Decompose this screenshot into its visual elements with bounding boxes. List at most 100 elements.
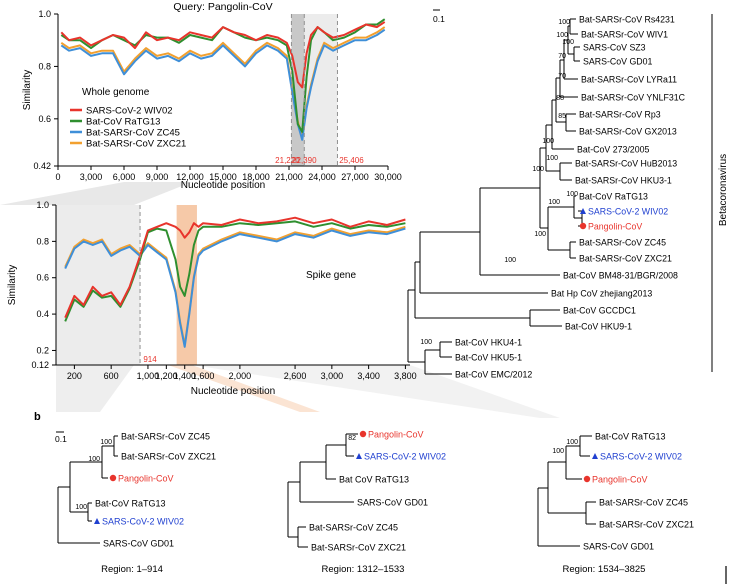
bootstrap-value: 100 bbox=[88, 456, 100, 463]
x-tick-label: 1,200 bbox=[155, 371, 178, 381]
bootstrap-value: 100 bbox=[546, 155, 558, 162]
pangolin-marker-dot bbox=[579, 222, 587, 230]
x-tick-label: 9,000 bbox=[146, 172, 169, 182]
y-tick-label: 0.2 bbox=[36, 345, 49, 355]
zoom-wedge-region2 bbox=[168, 365, 320, 412]
pangolin-marker-dot bbox=[109, 474, 117, 482]
tree-leaf-label: Bat-SARSr-CoV WIV1 bbox=[581, 29, 668, 39]
sars2-marker-triangle bbox=[580, 208, 586, 214]
tree-leaf-label: Bat-CoV HKU4-1 bbox=[455, 337, 522, 347]
region-1-title: Region: 1–914 bbox=[101, 564, 163, 575]
tree-leaf-label: Bat-CoV RaTG13 bbox=[579, 191, 648, 201]
x-tick-label: 30,000 bbox=[374, 172, 402, 182]
annotation-label: 22,390 bbox=[292, 156, 317, 165]
tree-leaf-label: Bat-SARSr-CoV ZXC21 bbox=[579, 253, 672, 263]
series-line-zxc21 bbox=[60, 26, 386, 139]
whole-genome-shading bbox=[291, 14, 338, 166]
bootstrap-value: 100 bbox=[100, 439, 112, 446]
tree-leaf-label: SARS-CoV SZ3 bbox=[583, 42, 646, 52]
tree-leaf-label: Bat-CoV EMC/2012 bbox=[455, 369, 532, 379]
x-tick-label: 3,400 bbox=[357, 371, 380, 381]
x-tick-label: 2,600 bbox=[284, 371, 307, 381]
tree-leaf-label: SARS-CoV GD01 bbox=[103, 538, 174, 548]
x-tick-label: 600 bbox=[104, 371, 119, 381]
tree-leaf-label: Bat-SARSr-CoV ZC45 bbox=[599, 497, 688, 507]
tree-leaf-label: Bat-SARSr-CoV ZXC21 bbox=[121, 451, 216, 461]
y-tick-label: 1.0 bbox=[36, 200, 49, 210]
y-tick-label: 0.6 bbox=[36, 273, 49, 283]
spike-xlabel: Nucleotide position bbox=[191, 386, 276, 397]
tree-leaf-label: Pangolin-CoV bbox=[368, 429, 424, 439]
bootstrap-value: 100 bbox=[562, 39, 574, 46]
whole-genome-x-ticks: 0 3,000 6,000 9,000 12,000 15,000 18,000 21,000… bbox=[55, 166, 402, 182]
tree-region-1-914: Bat-SARSr-CoV ZC45 Bat-SARSr-CoV ZXC21 Pan… bbox=[57, 431, 216, 548]
panel-b-scale-label: 0.1 bbox=[55, 434, 67, 444]
tree-leaf-label: Bat-SARSr-CoV HuB2013 bbox=[575, 158, 677, 168]
tree-leaf-label: Bat-CoV RaTG13 bbox=[595, 431, 666, 441]
zoom-wedge-top bbox=[0, 182, 192, 205]
y-tick-label: 1.0 bbox=[38, 9, 51, 19]
x-tick-label: 24,000 bbox=[308, 172, 336, 182]
bootstrap-value: 100 bbox=[534, 231, 546, 238]
shaded-region-0 bbox=[56, 205, 141, 365]
tree-leaf-label: Bat-CoV BM48-31/BGR/2008 bbox=[563, 270, 678, 280]
spike-ylabel: Similarity bbox=[7, 265, 18, 306]
bootstrap-value: 88 bbox=[556, 95, 564, 102]
zoom-wedge-region3 bbox=[192, 365, 560, 418]
region-2-title: Region: 1312–1533 bbox=[322, 564, 405, 575]
y-tick-label: 0.6 bbox=[38, 114, 51, 124]
query-title: Query: Pangolin-CoV bbox=[173, 1, 272, 13]
x-tick-label: 0 bbox=[55, 172, 60, 182]
tree-leaf-label: Bat-SARSr-CoV ZXC21 bbox=[599, 519, 694, 529]
tree-leaf-label: Bat-SARSr-CoV ZC45 bbox=[121, 431, 210, 441]
bootstrap-value: 85 bbox=[558, 113, 566, 120]
tree-leaf-label: Bat-SARSr-CoV LYRa11 bbox=[581, 74, 677, 84]
pangolin-marker-dot bbox=[359, 430, 367, 438]
tree-leaf-label: SARS-CoV-2 WIV02 bbox=[600, 451, 682, 461]
y-tick-label: 0.4 bbox=[36, 309, 49, 319]
tree-leaf-label: Bat-SARSr-CoV GX2013 bbox=[579, 126, 677, 136]
x-tick-label: 1,600 bbox=[192, 371, 215, 381]
legend-label-zxc21: Bat-SARSr-CoV ZXC21 bbox=[86, 139, 186, 150]
spike-series bbox=[64, 216, 406, 348]
whole-genome-y-ticks: 0.42 0.6 0.8 1.0 bbox=[33, 9, 58, 171]
region-3-title: Region: 1534–3825 bbox=[563, 564, 646, 575]
tree-leaf-label: Bat-SARSr-CoV ZC45 bbox=[579, 237, 666, 247]
bootstrap-value: 100 bbox=[558, 19, 570, 26]
y-tick-label: 0.8 bbox=[38, 61, 51, 71]
legend-label-ratg13: Bat-CoV RaTG13 bbox=[86, 117, 160, 128]
x-tick-label: 15,000 bbox=[209, 172, 237, 182]
tree-leaf-label: Pangolin-CoV bbox=[592, 474, 648, 484]
spike-y-ticks: 0.12 0.2 0.4 0.6 0.8 1.0 bbox=[31, 200, 56, 370]
tree-leaf-label: Bat-CoV GCCDC1 bbox=[563, 305, 636, 315]
bootstrap-value: 100 bbox=[566, 439, 578, 446]
bootstrap-value: 100 bbox=[75, 504, 87, 511]
annotation-label: 25,406 bbox=[339, 156, 364, 165]
tree-leaf-label: Bat-CoV HKU5-1 bbox=[455, 352, 522, 362]
bootstrap-value: 70 bbox=[558, 73, 566, 80]
bootstrap-value: 82 bbox=[348, 435, 356, 442]
tree-leaf-label: SARS-CoV GD01 bbox=[583, 541, 654, 551]
tree-leaf-label: Bat-SARSr-CoV ZXC21 bbox=[311, 542, 406, 552]
spike-title: Spike gene bbox=[306, 270, 356, 281]
x-tick-label: 3,000 bbox=[321, 371, 344, 381]
tree-leaf-label: SARS-CoV GD01 bbox=[357, 497, 428, 507]
series-line-zc45 bbox=[60, 28, 386, 141]
whole-genome-title: Whole genome bbox=[82, 87, 150, 98]
zoom-wedge-region1 bbox=[56, 365, 134, 412]
tree-leaf-label: Bat-SARSr-CoV Rp3 bbox=[579, 109, 661, 119]
x-tick-label: 3,000 bbox=[80, 172, 103, 182]
x-tick-label: 12,000 bbox=[176, 172, 204, 182]
x-tick-label: 18,000 bbox=[242, 172, 270, 182]
tree-leaf-label: SARS-CoV-2 WIV02 bbox=[364, 451, 446, 461]
x-tick-label: 27,000 bbox=[341, 172, 369, 182]
y-tick-label: 0.8 bbox=[36, 236, 49, 246]
sars2-marker-triangle bbox=[94, 518, 100, 524]
main-phylogeny-tree: Bat-SARSr-CoV Rs4231 Bat-SARSr-CoV WIV1 SA… bbox=[407, 14, 686, 379]
whole-genome-chart: 0 3,000 6,000 9,000 12,000 15,000 18,000 21,000… bbox=[22, 1, 402, 191]
annotation-label: 21,220 bbox=[275, 156, 300, 165]
bootstrap-value: 100 bbox=[556, 32, 568, 39]
